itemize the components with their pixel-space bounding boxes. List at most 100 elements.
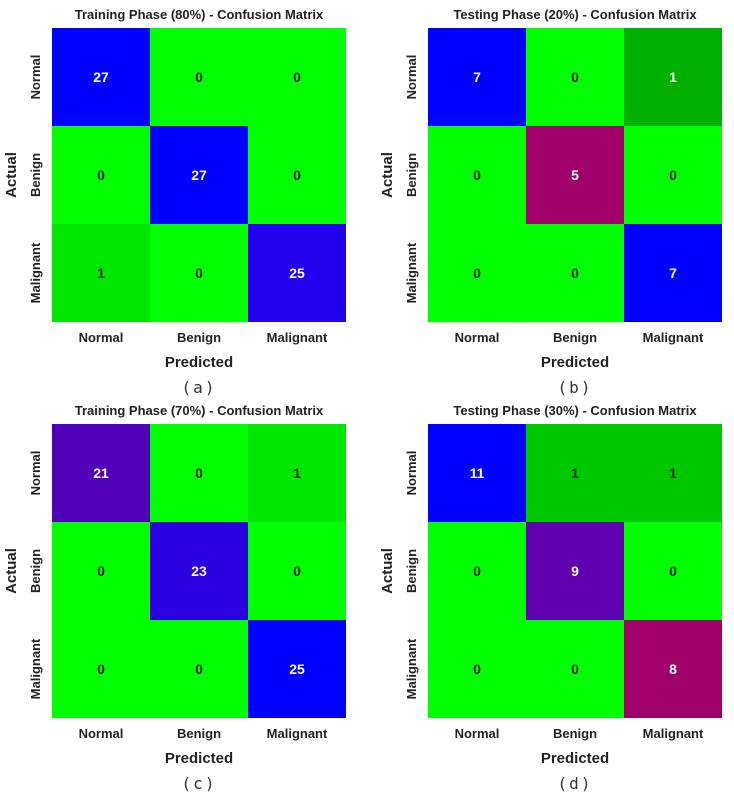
heatmap-cell: [150, 620, 248, 718]
y-tick-label: Malignant: [28, 638, 43, 699]
cell-value-label: 1: [571, 465, 579, 481]
cell-value-label: 0: [669, 167, 677, 183]
cell-value-label: 27: [191, 167, 207, 183]
cell-value-label: 0: [473, 563, 481, 579]
x-axis-label: Predicted: [165, 750, 233, 767]
cell-value-label: 0: [473, 167, 481, 183]
heatmap-cell: [428, 522, 526, 620]
cell-value-label: 0: [473, 265, 481, 281]
y-axis-label: Actual: [379, 548, 396, 594]
heatmap-cell: [150, 224, 248, 322]
y-axis-label: Actual: [3, 152, 20, 198]
cell-value-label: 11: [470, 465, 485, 481]
heatmap-cell: [150, 28, 248, 126]
confusion-matrix-d: Testing Phase (30%) - Confusion Matrix11…: [379, 403, 722, 793]
x-tick-label: Malignant: [267, 330, 328, 345]
heatmap-cell: [150, 126, 248, 224]
heatmap-cell: [150, 522, 248, 620]
heatmap-cell: [248, 224, 346, 322]
cell-value-label: 25: [289, 661, 305, 677]
subfigure-caption: (a): [182, 378, 217, 397]
heatmap-cell: [526, 28, 624, 126]
y-tick-label: Benign: [28, 153, 43, 197]
cell-value-label: 1: [97, 265, 105, 281]
heatmap-cell: [428, 28, 526, 126]
heatmap-cell: [526, 224, 624, 322]
cell-value-label: 0: [293, 167, 301, 183]
x-tick-label: Benign: [553, 330, 597, 345]
heatmap-cell: [248, 522, 346, 620]
x-tick-label: Malignant: [267, 726, 328, 741]
heatmap-cell: [624, 424, 722, 522]
heatmap-cell: [52, 28, 150, 126]
cell-value-label: 1: [669, 69, 677, 85]
cell-value-label: 0: [195, 465, 203, 481]
x-tick-label: Malignant: [643, 726, 704, 741]
cell-value-label: 0: [195, 661, 203, 677]
chart-title: Testing Phase (30%) - Confusion Matrix: [453, 403, 697, 418]
x-axis-label: Predicted: [541, 750, 609, 767]
confusion-matrix-c: Training Phase (70%) - Confusion Matrix 2…: [3, 403, 346, 793]
cell-value-label: 0: [571, 69, 579, 85]
x-axis-label: Predicted: [165, 354, 233, 371]
y-tick-label: Normal: [28, 451, 43, 496]
cell-value-label: 0: [195, 265, 203, 281]
cell-value-label: 21: [93, 465, 109, 481]
heatmap-cell: [526, 620, 624, 718]
y-tick-label: Normal: [404, 451, 419, 496]
subfigure-caption: (c): [182, 774, 217, 793]
y-tick-label: Normal: [404, 55, 419, 100]
chart-title: Training Phase (80%) - Confusion Matrix: [75, 7, 324, 22]
heatmap-cell: [52, 224, 150, 322]
heatmap-cell: [52, 126, 150, 224]
y-tick-label: Malignant: [404, 638, 419, 699]
cell-value-label: 0: [293, 69, 301, 85]
heatmap-cell: [428, 126, 526, 224]
heatmap-cell: [248, 620, 346, 718]
heatmap-cell: [248, 424, 346, 522]
cell-value-label: 5: [571, 167, 579, 183]
y-tick-label: Benign: [404, 153, 419, 197]
heatmap-cell: [150, 424, 248, 522]
heatmap-cell: [52, 522, 150, 620]
cell-value-label: 0: [571, 661, 579, 677]
cell-value-label: 1: [669, 465, 677, 481]
x-tick-label: Benign: [553, 726, 597, 741]
cell-value-label: 0: [97, 167, 105, 183]
cell-value-label: 0: [97, 563, 105, 579]
heatmap-cell: [526, 424, 624, 522]
heatmap-cell: [428, 620, 526, 718]
cell-value-label: 0: [195, 69, 203, 85]
heatmap-cell: [428, 224, 526, 322]
x-tick-label: Benign: [177, 726, 221, 741]
y-tick-label: Normal: [28, 55, 43, 100]
cell-value-label: 0: [669, 563, 677, 579]
y-tick-label: Benign: [28, 549, 43, 593]
cell-value-label: 23: [191, 563, 207, 579]
y-axis-label: Actual: [379, 152, 396, 198]
cell-value-label: 7: [669, 265, 677, 281]
cell-value-label: 0: [473, 661, 481, 677]
heatmap-cell: [526, 126, 624, 224]
y-tick-label: Malignant: [404, 242, 419, 303]
cell-value-label: 9: [571, 563, 579, 579]
cell-value-label: 8: [669, 661, 677, 677]
heatmap-cell: [624, 224, 722, 322]
chart-title: Training Phase (70%) - Confusion Matrix: [75, 403, 324, 418]
cell-value-label: 0: [571, 265, 579, 281]
heatmap-cell: [248, 126, 346, 224]
x-tick-label: Malignant: [643, 330, 704, 345]
heatmap-cell: [624, 522, 722, 620]
y-tick-label: Benign: [404, 549, 419, 593]
heatmap-cell: [624, 620, 722, 718]
x-axis-label: Predicted: [541, 354, 609, 371]
x-tick-label: Normal: [455, 330, 500, 345]
cell-value-label: 7: [473, 69, 481, 85]
x-tick-label: Normal: [455, 726, 500, 741]
heatmap-cell: [526, 522, 624, 620]
heatmap-cell: [624, 126, 722, 224]
x-tick-label: Benign: [177, 330, 221, 345]
heatmap-cell: [52, 424, 150, 522]
cell-value-label: 0: [97, 661, 105, 677]
